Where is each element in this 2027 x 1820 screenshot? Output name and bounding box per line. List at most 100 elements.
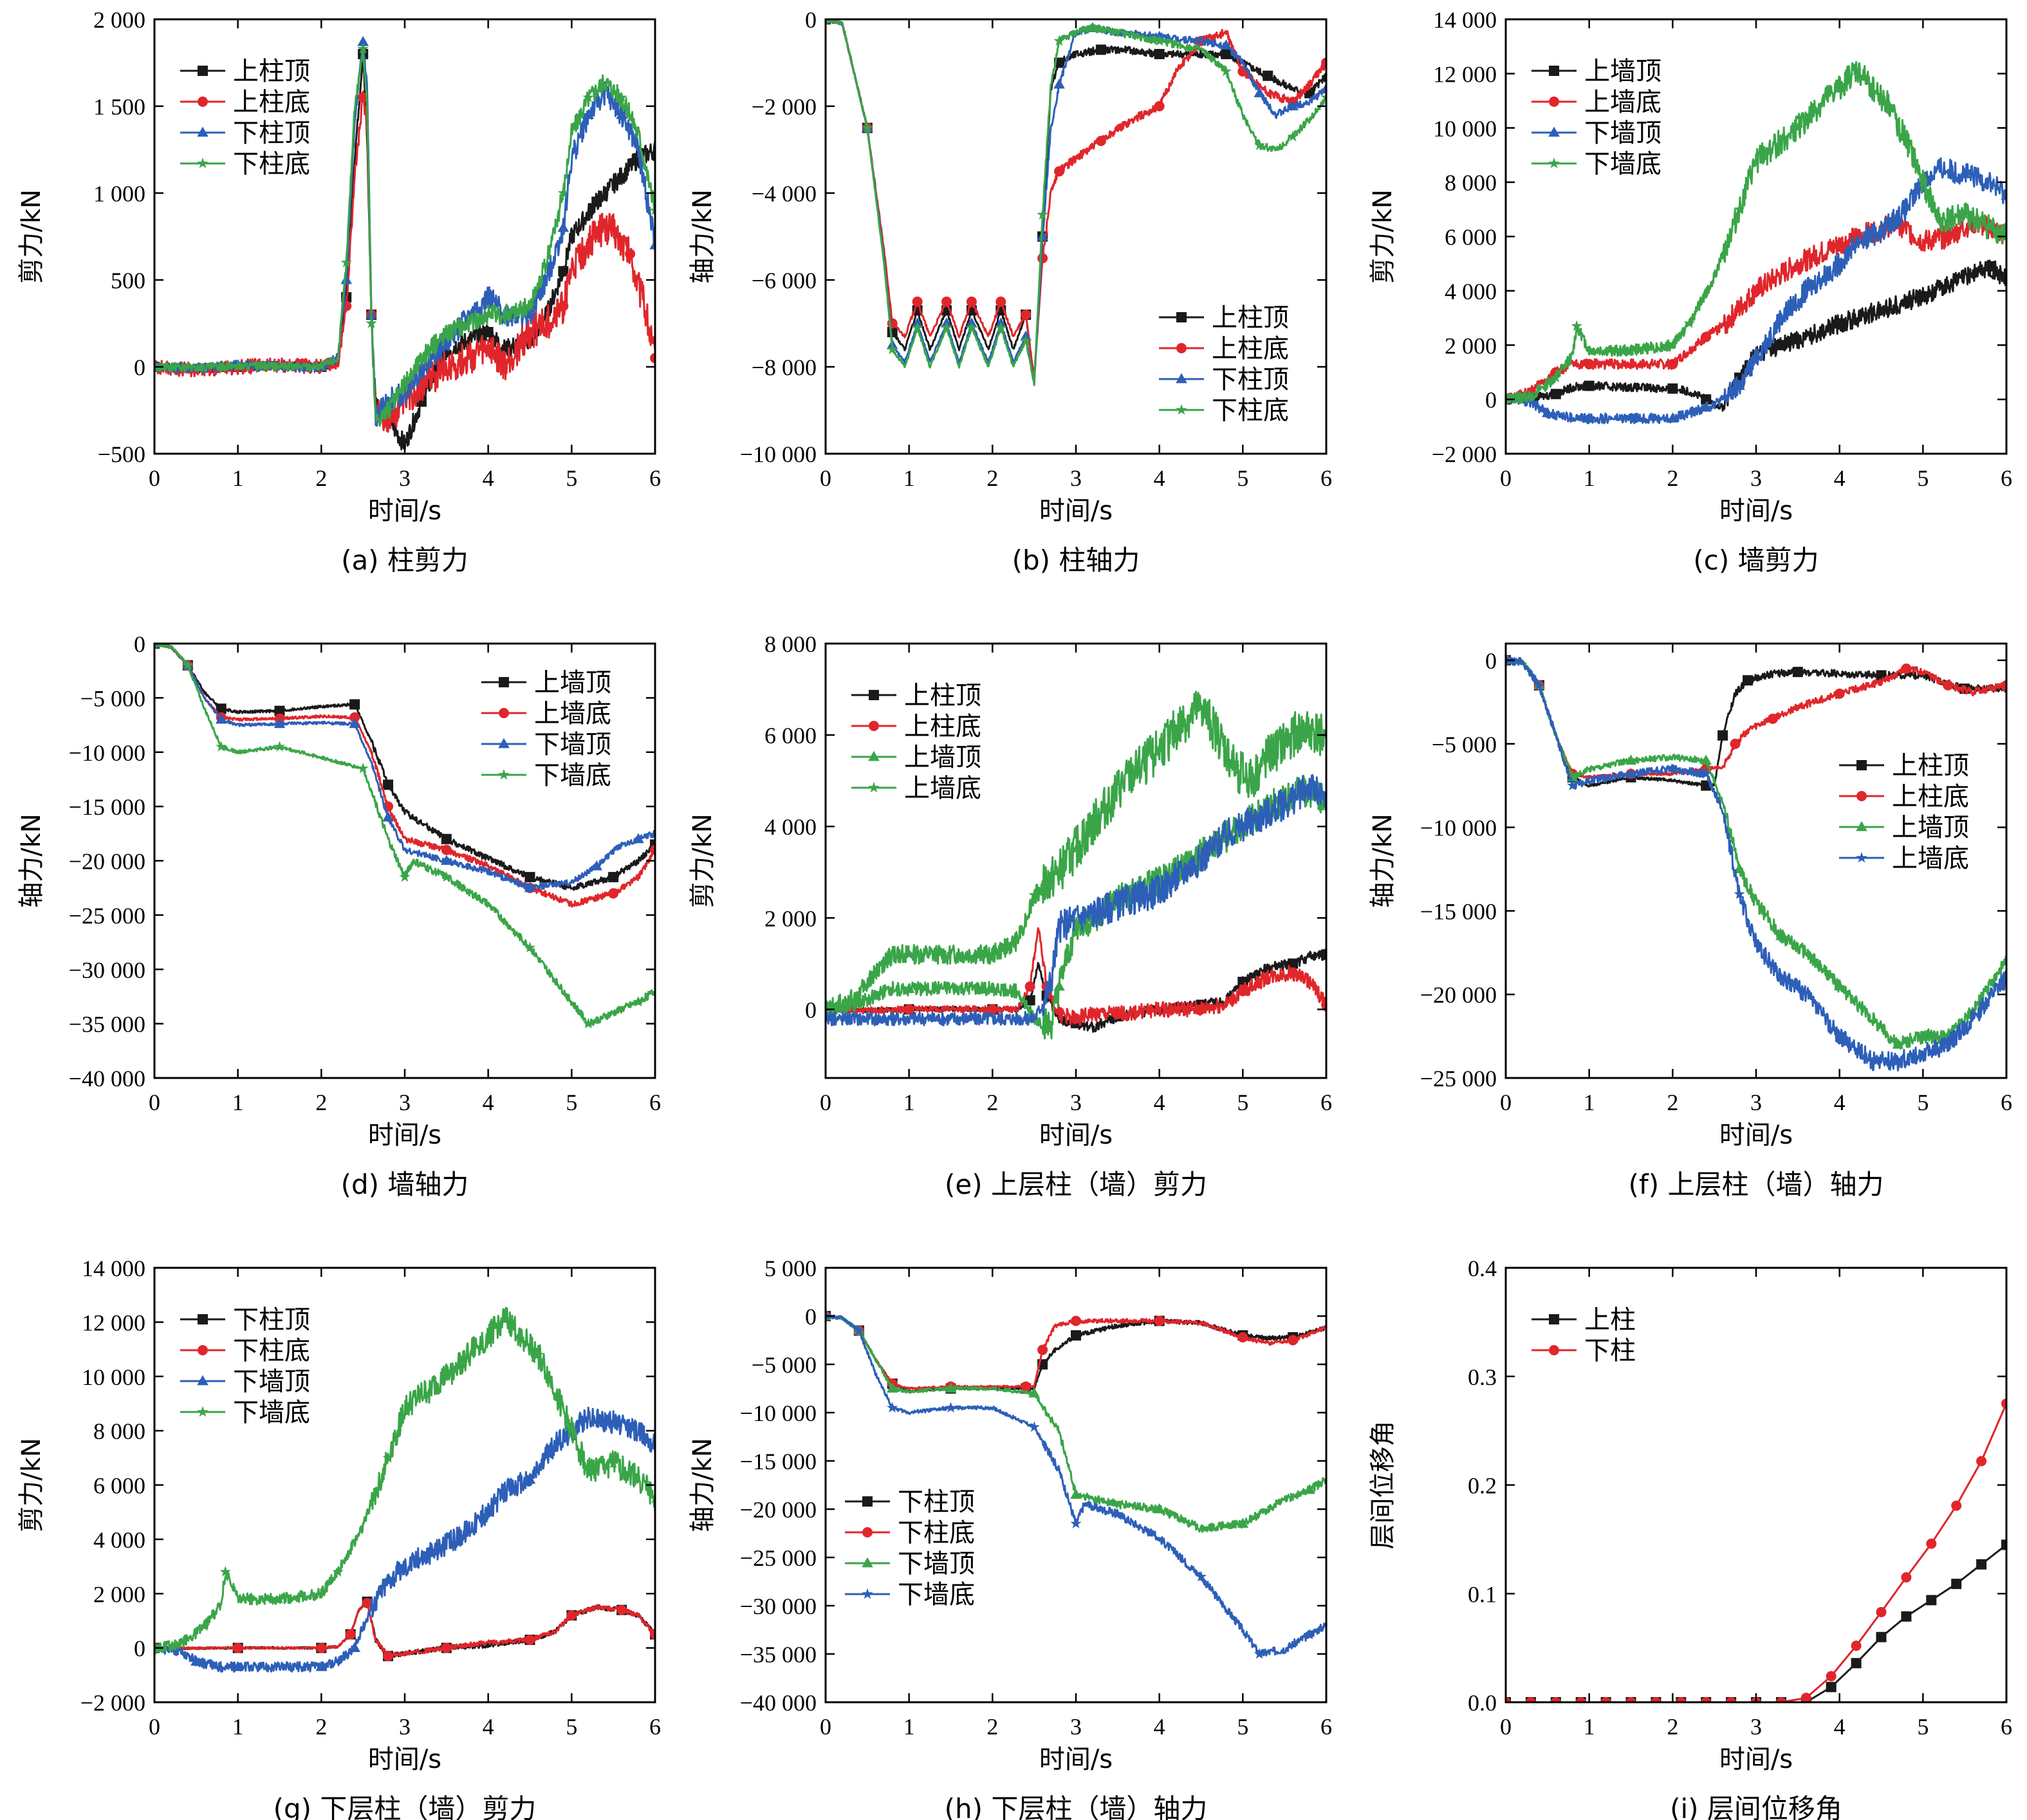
y-axis-label: 轴力/kN bbox=[17, 813, 46, 908]
x-tick-label: 2 bbox=[986, 465, 998, 491]
x-tick-label: 1 bbox=[903, 1714, 915, 1740]
y-tick-label: 8 000 bbox=[93, 1418, 145, 1444]
x-tick-label: 6 bbox=[2001, 465, 2012, 491]
data-point bbox=[2001, 955, 2006, 965]
data-point bbox=[1071, 1013, 1081, 1024]
data-point bbox=[1112, 1008, 1123, 1019]
series-line-2 bbox=[826, 1314, 1326, 1390]
data-point bbox=[558, 301, 569, 311]
legend-marker bbox=[1176, 373, 1187, 384]
y-tick-label: −25 000 bbox=[69, 903, 145, 929]
plot-area bbox=[154, 1306, 655, 1673]
data-point bbox=[273, 741, 286, 752]
data-point bbox=[1028, 1421, 1040, 1432]
plot-area bbox=[826, 691, 1326, 1040]
data-point bbox=[1734, 888, 1745, 899]
y-tick-label: −30 000 bbox=[69, 957, 145, 983]
x-tick-label: 1 bbox=[232, 1714, 244, 1740]
legend-marker bbox=[1176, 343, 1187, 353]
legend-label: 上柱顶 bbox=[1892, 751, 1969, 781]
data-point bbox=[1304, 1628, 1315, 1640]
data-point bbox=[1876, 1606, 1887, 1617]
data-point bbox=[911, 322, 923, 333]
series-line-3 bbox=[154, 1406, 655, 1673]
y-axis-label: 轴力/kN bbox=[1368, 813, 1398, 908]
data-point bbox=[1959, 209, 1970, 220]
axes-frame bbox=[1504, 1267, 2008, 1704]
x-tick-label: 4 bbox=[1834, 465, 1846, 491]
data-point bbox=[887, 343, 898, 355]
y-tick-label: −40 000 bbox=[69, 1066, 145, 1091]
legend-marker bbox=[197, 157, 208, 169]
data-point bbox=[383, 1651, 394, 1662]
data-point bbox=[1237, 1518, 1249, 1528]
y-tick-label: −4 000 bbox=[752, 181, 817, 207]
legend-label: 下柱顶 bbox=[233, 1305, 310, 1335]
legend-label: 下柱底 bbox=[1212, 396, 1289, 425]
y-tick-label: 0 bbox=[805, 1304, 817, 1330]
y-axis-label: 剪力/kN bbox=[17, 189, 46, 284]
series-line-1 bbox=[1506, 1544, 2006, 1702]
data-point bbox=[441, 1642, 452, 1653]
x-tick-label: 3 bbox=[1070, 1090, 1082, 1115]
data-point bbox=[1037, 1344, 1048, 1355]
data-point bbox=[945, 1382, 957, 1393]
y-tick-label: 10 000 bbox=[82, 1364, 145, 1390]
plot-area bbox=[154, 35, 655, 451]
x-tick-label: 0 bbox=[149, 465, 160, 491]
y-tick-label: 8 000 bbox=[764, 631, 817, 657]
data-point bbox=[1054, 166, 1065, 177]
data-point bbox=[1288, 958, 1299, 969]
data-point bbox=[1901, 1572, 1912, 1583]
legend-marker bbox=[198, 66, 208, 76]
data-point bbox=[1071, 1315, 1081, 1326]
y-tick-label: 12 000 bbox=[1433, 61, 1497, 87]
data-point bbox=[1070, 843, 1082, 855]
data-point bbox=[1550, 389, 1561, 400]
data-point bbox=[1195, 701, 1207, 712]
data-point bbox=[482, 308, 494, 320]
data-point bbox=[1901, 663, 1912, 674]
y-tick-label: 2 000 bbox=[764, 905, 817, 931]
data-point bbox=[1304, 724, 1315, 736]
data-point bbox=[650, 353, 655, 364]
y-axis-label: 层间位移角 bbox=[1368, 1421, 1398, 1550]
legend-label: 上墙顶 bbox=[1892, 813, 1969, 842]
legend-marker bbox=[1176, 404, 1187, 415]
data-point bbox=[607, 1416, 619, 1427]
legend-marker bbox=[197, 1406, 208, 1417]
data-point bbox=[216, 741, 227, 752]
legend-marker bbox=[1176, 312, 1187, 322]
series-line-4 bbox=[1506, 656, 2006, 1072]
x-tick-label: 0 bbox=[1500, 1714, 1512, 1740]
data-point bbox=[1220, 65, 1232, 77]
data-point bbox=[399, 871, 411, 882]
legend-label: 上墙顶 bbox=[534, 668, 611, 698]
data-point bbox=[912, 296, 923, 307]
data-point bbox=[1254, 1648, 1265, 1659]
data-point bbox=[182, 659, 194, 671]
x-axis-label: 时间/s bbox=[368, 496, 441, 526]
data-point bbox=[1651, 1697, 1661, 1702]
y-tick-label: −2 000 bbox=[1432, 441, 1497, 467]
chart-caption: (b) 柱轴力 bbox=[1012, 544, 1140, 576]
x-tick-label: 1 bbox=[232, 465, 244, 491]
x-tick-label: 2 bbox=[315, 1714, 327, 1740]
x-tick-label: 4 bbox=[1834, 1714, 1846, 1740]
data-point bbox=[558, 266, 569, 277]
data-point bbox=[273, 718, 286, 729]
x-tick-label: 0 bbox=[1500, 465, 1512, 491]
x-tick-label: 2 bbox=[1667, 1090, 1678, 1115]
data-point bbox=[582, 91, 594, 102]
data-point bbox=[382, 404, 394, 415]
data-point bbox=[608, 888, 619, 899]
data-point bbox=[1875, 225, 1887, 236]
data-point bbox=[616, 1604, 627, 1615]
series-line-2 bbox=[154, 644, 655, 908]
y-tick-label: 2 000 bbox=[1445, 333, 1497, 358]
data-point bbox=[1542, 407, 1553, 418]
x-tick-label: 2 bbox=[986, 1090, 998, 1115]
